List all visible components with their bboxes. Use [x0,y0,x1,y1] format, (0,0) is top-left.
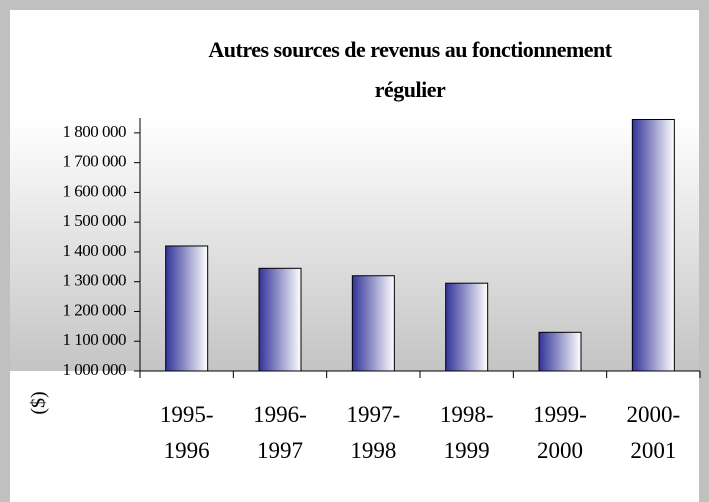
y-tick-label: 1 300 000 [63,271,127,290]
x-tick-label: 1997- 1998 [346,402,401,463]
y-tick-label: 1 200 000 [63,300,127,319]
bar [351,275,395,372]
x-tick-label: 1995- 1996 [159,402,214,463]
y-axis-label: ($) [28,391,50,414]
x-tick-label: 1999- 2000 [533,402,587,463]
y-tick-label: 1 100 000 [63,330,127,349]
bar [165,245,209,372]
x-tick-label: 1998- 1999 [439,402,494,463]
y-tick-label: 1 600 000 [63,181,127,200]
bar [631,118,675,372]
x-tick-label: 1996- 1997 [253,402,307,463]
x-tick-label: 2000- 2001 [626,402,681,463]
y-tick-label: 1 700 000 [63,152,127,171]
y-tick-label: 1 500 000 [63,211,127,230]
bar [445,282,489,372]
y-tick-label: 1 400 000 [63,241,127,260]
y-tick-label: 1 800 000 [63,122,127,141]
chart-title: Autres sources de revenus au fonctionnem… [208,37,612,102]
bar [258,267,302,372]
y-tick-label: 1 000 000 [63,360,127,379]
bar [538,331,582,372]
